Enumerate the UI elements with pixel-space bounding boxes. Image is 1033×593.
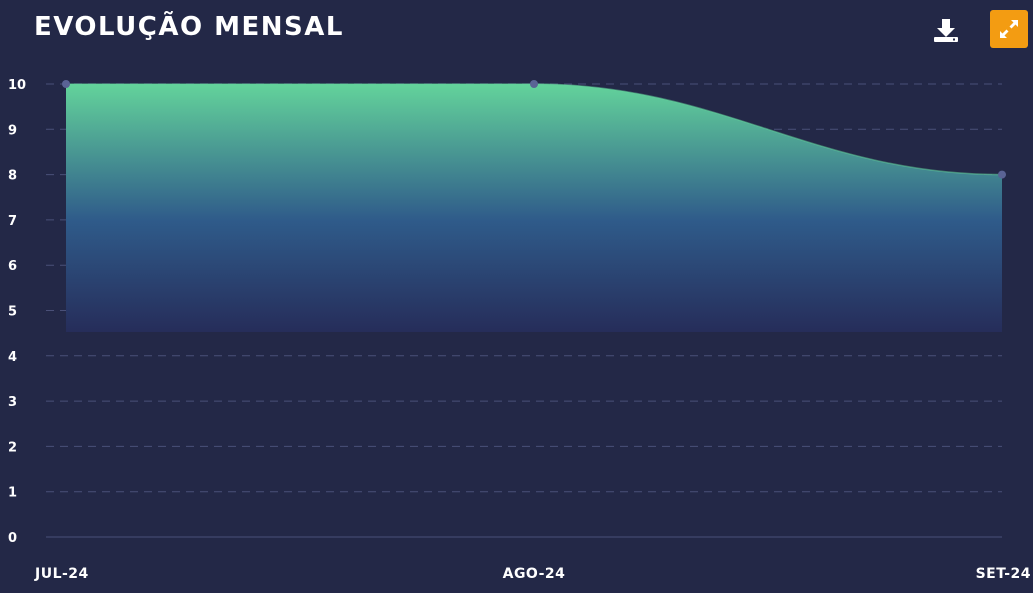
y-tick-label: 2 <box>8 440 17 455</box>
x-axis-ticks: JUL-24 AGO-24 SET-24 <box>34 566 1031 582</box>
x-tick-label: JUL-24 <box>34 566 89 582</box>
y-axis-ticks: 0 1 2 3 4 5 6 7 8 9 10 <box>8 78 26 546</box>
y-tick-label: 1 <box>8 486 17 501</box>
y-tick-label: 8 <box>8 169 17 184</box>
y-tick-label: 5 <box>8 305 17 320</box>
y-tick-label: 4 <box>8 350 17 365</box>
y-tick-label: 7 <box>8 214 17 229</box>
x-tick-label: AGO-24 <box>503 566 566 582</box>
expand-button[interactable] <box>990 10 1028 48</box>
data-point <box>530 80 538 88</box>
expand-icon <box>1000 20 1018 38</box>
y-tick-label: 3 <box>8 395 17 410</box>
chart-title: EVOLUÇÃO MENSAL <box>34 12 344 42</box>
y-tick-label: 6 <box>8 259 17 274</box>
download-button[interactable] <box>930 14 962 46</box>
series-markers <box>62 80 1006 179</box>
series-area <box>66 83 1003 332</box>
series-area-fill <box>66 84 1002 332</box>
data-point <box>998 170 1006 179</box>
download-icon <box>934 19 958 42</box>
data-point <box>62 80 70 88</box>
y-tick-label: 9 <box>8 123 17 138</box>
y-tick-label: 0 <box>8 531 17 546</box>
x-tick-label: SET-24 <box>976 566 1031 582</box>
y-tick-label: 10 <box>8 78 26 93</box>
